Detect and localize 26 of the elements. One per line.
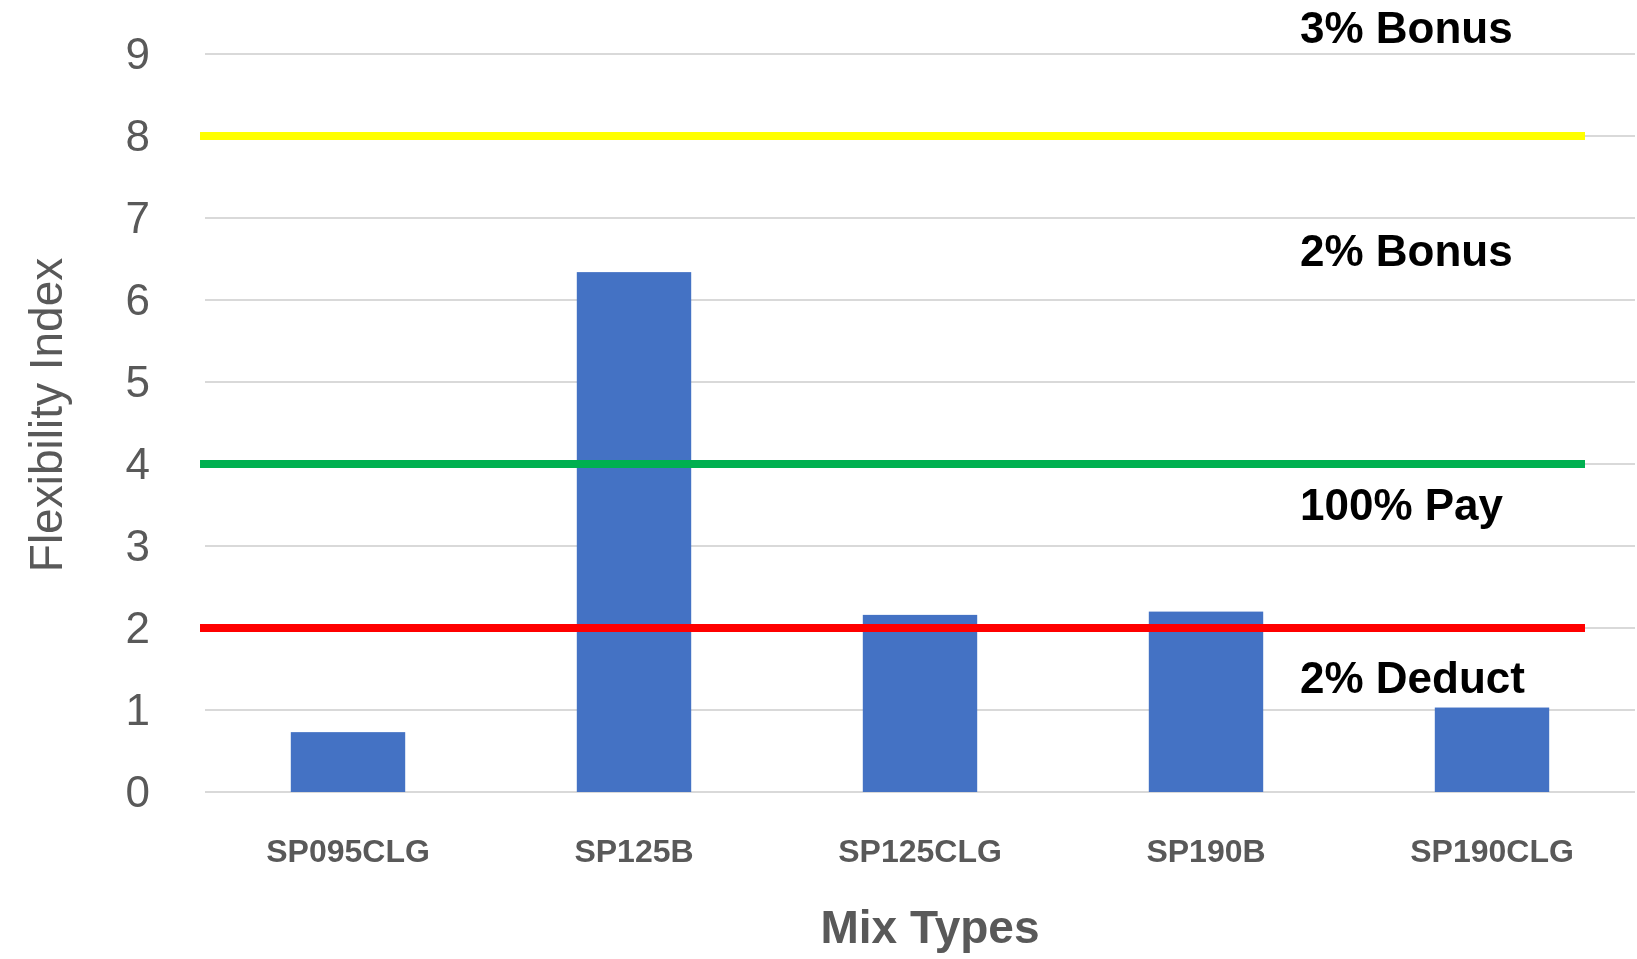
- annotation: 2% Deduct: [1300, 652, 1526, 702]
- y-tick-label: 5: [125, 357, 150, 407]
- y-tick-label: 1: [125, 685, 150, 735]
- y-tick-label: 8: [125, 111, 150, 161]
- x-axis-title: Mix Types: [820, 901, 1040, 953]
- y-tick-label: 2: [125, 603, 150, 653]
- y-axis-title: Flexibility Index: [20, 257, 72, 573]
- bar: [862, 614, 978, 792]
- x-tick-label: SP190CLG: [1410, 833, 1574, 869]
- x-tick-label: SP125B: [574, 833, 694, 869]
- bar: [290, 732, 406, 792]
- y-tick-label: 4: [125, 439, 150, 489]
- annotation: 100% Pay: [1300, 480, 1504, 530]
- x-tick-label: SP190B: [1146, 833, 1266, 869]
- y-tick-label: 0: [125, 767, 150, 817]
- y-tick-label: 7: [125, 193, 150, 243]
- bar: [1434, 707, 1550, 792]
- y-tick-label: 6: [125, 275, 150, 325]
- text: 3% Bonus: [1300, 3, 1513, 53]
- y-tick-label: 3: [125, 521, 150, 571]
- bar: [576, 272, 692, 792]
- bar: [1148, 611, 1264, 792]
- x-tick-label: SP125CLG: [838, 833, 1002, 869]
- y-tick-label: 9: [125, 29, 150, 79]
- annotation: 2% Bonus: [1300, 226, 1513, 276]
- x-tick-label: SP095CLG: [266, 833, 430, 869]
